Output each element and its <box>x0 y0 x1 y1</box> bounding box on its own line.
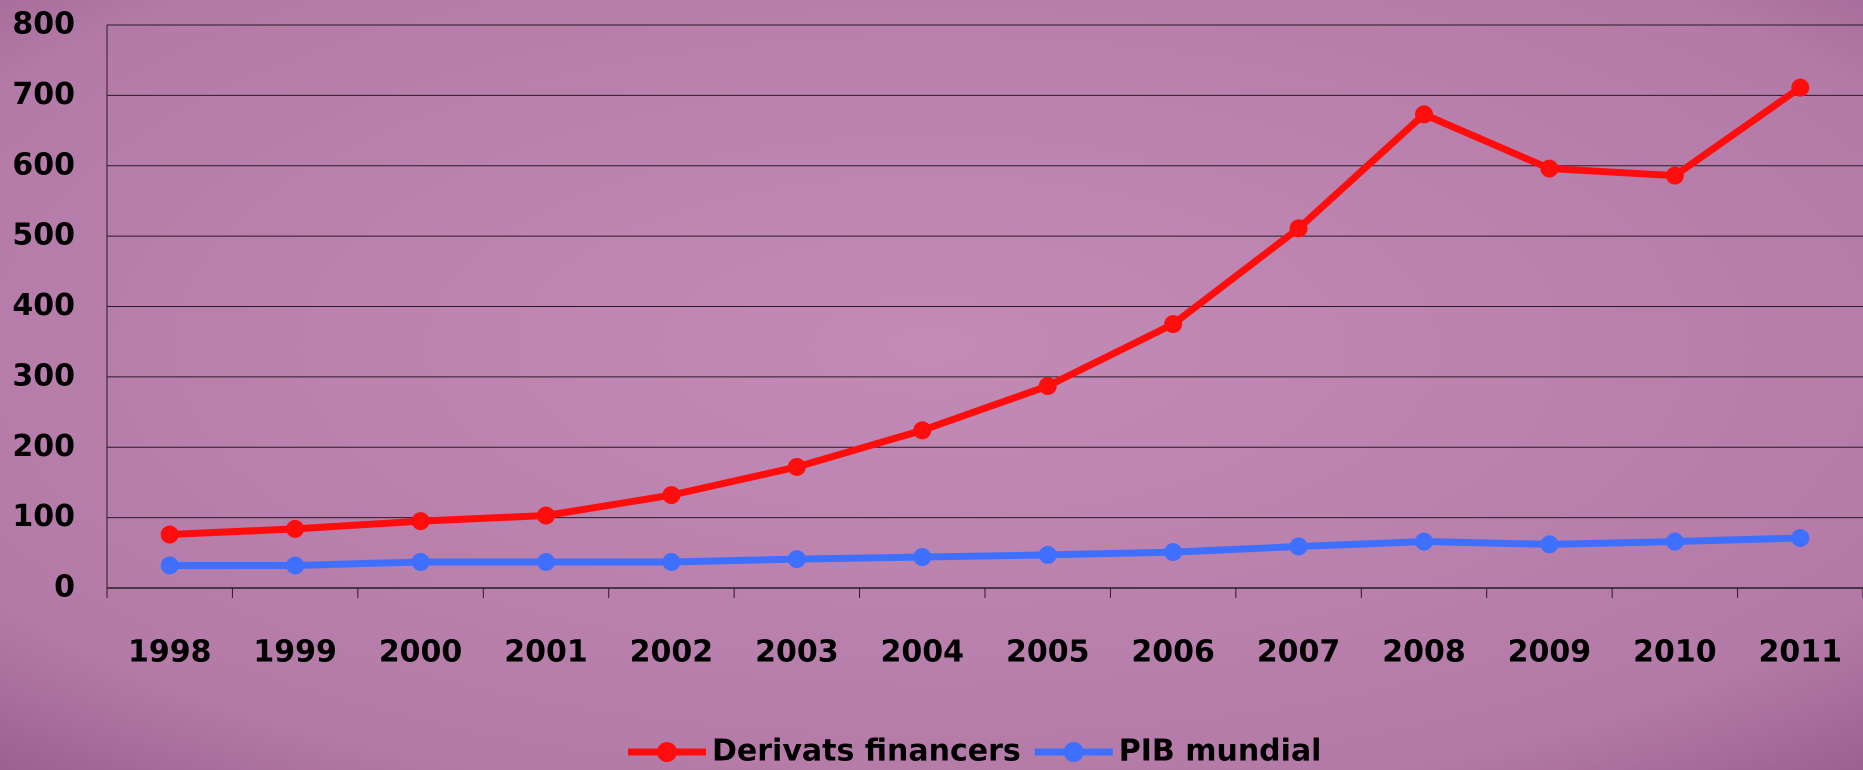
y-tick-label: 200 <box>12 429 75 464</box>
x-tick-label: 1998 <box>128 635 212 670</box>
data-point <box>1038 545 1057 564</box>
data-point <box>411 512 430 531</box>
data-point <box>662 486 681 505</box>
data-point <box>913 548 932 567</box>
x-tick-label: 2006 <box>1131 635 1215 670</box>
data-point <box>1164 315 1183 334</box>
series-line <box>169 534 1801 569</box>
legend-label: PIB mundial <box>1119 734 1322 769</box>
x-tick-label: 2008 <box>1382 635 1466 670</box>
data-point <box>1289 219 1308 238</box>
data-point <box>286 519 305 538</box>
x-tick-label: 2009 <box>1508 635 1592 670</box>
data-point <box>1415 105 1433 124</box>
series-line <box>169 84 1803 539</box>
x-tick-label: 2001 <box>504 635 588 670</box>
y-tick-label: 400 <box>12 288 75 323</box>
data-point <box>662 552 681 571</box>
data-point <box>411 552 430 571</box>
x-tick-label: 2003 <box>755 635 839 670</box>
y-tick-label: 500 <box>12 218 75 253</box>
y-tick-label: 100 <box>12 499 75 534</box>
data-point <box>160 556 179 575</box>
data-point <box>913 421 932 440</box>
data-point <box>1289 537 1308 556</box>
x-tick-label: 2004 <box>881 635 965 670</box>
x-tick-label: 2010 <box>1633 635 1717 670</box>
y-tick-label: 800 <box>12 7 75 42</box>
y-tick-label: 700 <box>12 77 75 112</box>
x-tick-label: 2000 <box>379 635 463 670</box>
data-point <box>1415 532 1433 551</box>
data-point <box>1791 78 1810 97</box>
data-point <box>1540 535 1559 554</box>
x-tick-label: 2005 <box>1006 635 1090 670</box>
x-tick-label: 1999 <box>253 635 337 670</box>
data-point <box>537 506 555 525</box>
legend-label: Derivats financers <box>712 734 1021 769</box>
legend-marker <box>657 742 677 762</box>
data-point <box>1164 543 1183 562</box>
y-tick-label: 600 <box>12 147 75 182</box>
y-tick-label: 300 <box>12 358 75 393</box>
y-tick-label: 0 <box>54 570 75 605</box>
x-tick-label: 2007 <box>1257 635 1341 670</box>
data-point <box>537 552 555 571</box>
data-point <box>286 556 305 575</box>
data-point <box>1540 159 1559 178</box>
x-tick-label: 2011 <box>1759 635 1843 670</box>
data-point <box>1665 166 1684 185</box>
data-point <box>1791 529 1810 548</box>
data-point <box>160 525 179 544</box>
data-point <box>787 457 806 476</box>
legend-marker <box>1063 742 1084 762</box>
data-point <box>1038 377 1057 396</box>
data-point <box>1665 532 1684 551</box>
data-point <box>787 550 806 569</box>
x-tick-label: 2002 <box>630 635 714 670</box>
